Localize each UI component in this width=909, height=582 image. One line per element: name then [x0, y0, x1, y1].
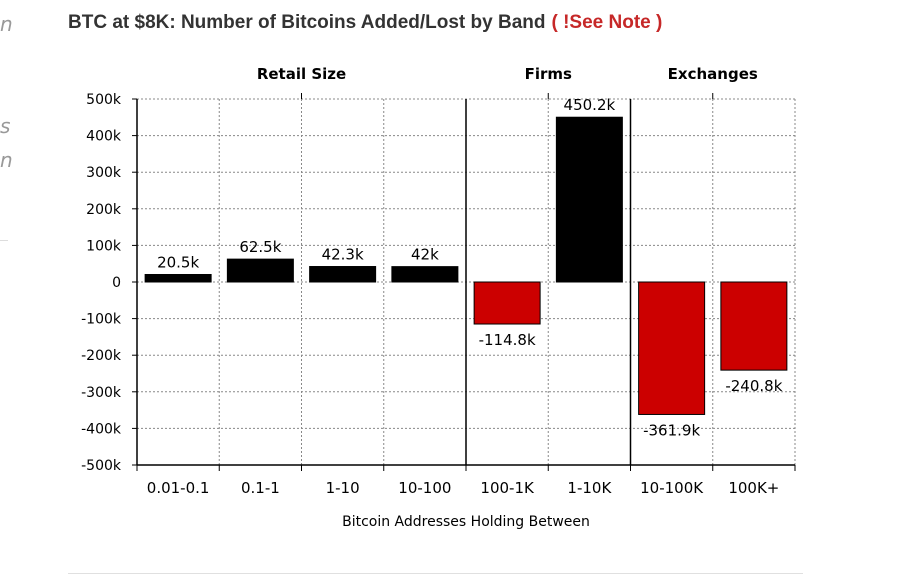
y-tick-label: 400k	[86, 129, 122, 145]
chart-title: BTC at $8K: Number of Bitcoins Added/Los…	[68, 12, 662, 34]
x-tick-label: 0.1-1	[241, 479, 280, 497]
data-label: -114.8k	[479, 331, 536, 349]
bar	[555, 116, 623, 283]
data-label: 62.5k	[239, 238, 281, 256]
group-label: Retail Size	[257, 65, 346, 83]
y-tick-label: -500k	[81, 458, 122, 474]
data-label: 450.2k	[564, 96, 616, 114]
data-label: -240.8k	[725, 377, 782, 395]
bottom-divider	[68, 573, 803, 574]
bar	[226, 258, 294, 283]
y-tick-label: 200k	[86, 202, 122, 218]
y-tick-label: 0	[112, 275, 121, 291]
x-tick-label: 0.01-0.1	[147, 479, 210, 497]
y-tick-label: 300k	[86, 165, 122, 181]
x-axis-label: Bitcoin Addresses Holding Between	[342, 514, 590, 530]
x-tick-label: 1-10	[326, 479, 360, 497]
group-separators	[465, 99, 632, 465]
data-label: -361.9k	[643, 421, 700, 439]
group-label: Firms	[525, 65, 572, 83]
x-tick-label: 100K+	[728, 479, 779, 497]
bar	[144, 273, 212, 283]
bar	[720, 281, 788, 371]
y-tick-label: -300k	[81, 385, 122, 401]
bar	[473, 281, 541, 325]
bar	[638, 281, 706, 415]
group-label: Exchanges	[668, 65, 758, 83]
data-label: 42k	[411, 246, 439, 264]
side-fragment-1: n	[0, 12, 13, 36]
y-tick-label: 100k	[86, 238, 122, 254]
data-label: 42.3k	[322, 246, 364, 264]
chart-title-text: BTC at $8K: Number of Bitcoins Added/Los…	[68, 12, 546, 33]
y-tick-label: -100k	[81, 312, 122, 328]
y-tick-label: -200k	[81, 348, 122, 364]
x-tick-label: 1-10K	[567, 479, 612, 497]
bar	[309, 266, 377, 283]
axis-text: 500k 400k 300k 200k 100k 0 -100k -200k -300k -400…	[81, 65, 779, 497]
side-fragment-3: n	[0, 148, 13, 172]
see-note-link[interactable]: ( !See Note )	[551, 12, 663, 33]
side-divider	[0, 240, 8, 241]
y-tick-label: -400k	[81, 421, 122, 437]
y-tick-label: 500k	[86, 92, 122, 108]
bar	[391, 266, 459, 283]
data-labels: 20.5k 62.5k 42.3k 42k -114.8k 450.2k -361.9k -2…	[157, 96, 783, 439]
data-label: 20.5k	[157, 253, 199, 271]
side-fragment-2: s	[0, 114, 11, 138]
axes	[132, 93, 796, 471]
x-tick-label: 10-100	[398, 479, 451, 497]
x-tick-label: 100-1K	[480, 479, 535, 497]
x-tick-label: 10-100K	[640, 479, 704, 497]
bars	[144, 116, 788, 415]
